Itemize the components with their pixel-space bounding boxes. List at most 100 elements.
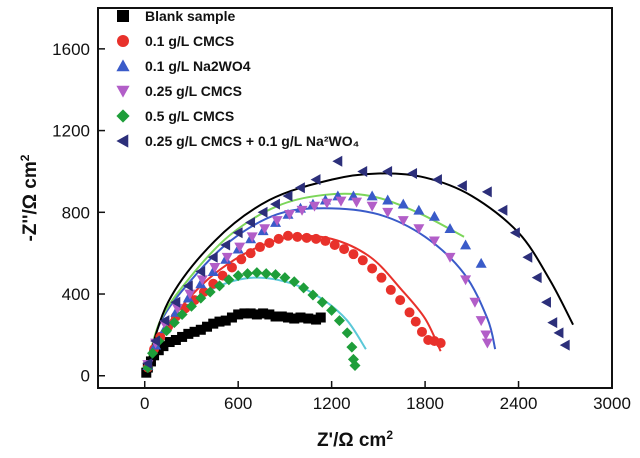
data-point xyxy=(475,257,487,268)
x-tick-label: 0 xyxy=(140,394,149,413)
data-point xyxy=(294,182,305,194)
data-point xyxy=(351,197,363,208)
data-point xyxy=(309,201,321,212)
data-point xyxy=(307,289,319,301)
data-point xyxy=(292,231,303,242)
legend-item: 0.5 g/L CMCS xyxy=(116,108,234,124)
data-point xyxy=(410,316,421,327)
data-point xyxy=(553,327,564,339)
legend-label: 0.1 g/L Na2WO4 xyxy=(145,58,251,74)
series-6-markers xyxy=(142,155,570,369)
data-point xyxy=(311,233,322,244)
data-point xyxy=(333,315,345,327)
data-point xyxy=(480,330,492,341)
legend-item: 0.1 g/L Na2WO4 xyxy=(116,58,251,74)
data-point xyxy=(397,216,409,226)
data-point xyxy=(481,186,492,198)
legend-label: 0.5 g/L CMCS xyxy=(145,108,234,124)
data-point xyxy=(435,338,446,349)
plot-frame xyxy=(97,7,613,389)
data-point xyxy=(189,326,200,337)
data-point xyxy=(236,254,247,265)
data-point xyxy=(264,309,275,320)
data-point xyxy=(159,315,170,327)
data-point xyxy=(226,312,237,323)
data-point xyxy=(147,347,159,359)
series-6-fit-line xyxy=(143,172,574,377)
data-point xyxy=(315,312,326,323)
data-point xyxy=(289,313,300,324)
data-point xyxy=(395,295,406,306)
data-point xyxy=(164,337,175,348)
data-point xyxy=(251,309,262,320)
data-point xyxy=(195,278,207,289)
x-axis-title: Z'/Ω cm2 xyxy=(317,428,393,451)
legend: Blank sample 0.1 g/L CMCS 0.1 g/L Na2WO4 0.… xyxy=(116,8,359,149)
data-point xyxy=(357,255,368,266)
data-point xyxy=(233,309,244,320)
data-point xyxy=(260,268,272,280)
data-point xyxy=(242,268,254,280)
data-point xyxy=(245,308,256,319)
y-tick-label: 800 xyxy=(62,203,90,222)
data-point xyxy=(296,205,308,216)
legend-marker xyxy=(117,10,129,22)
data-point xyxy=(547,317,558,329)
data-point xyxy=(332,155,343,167)
data-point xyxy=(223,274,235,286)
data-point xyxy=(316,296,328,308)
data-point xyxy=(195,324,206,335)
data-markers-layer xyxy=(141,155,570,378)
data-point xyxy=(346,341,358,353)
data-point xyxy=(413,204,425,215)
data-point xyxy=(208,318,219,329)
data-point xyxy=(279,272,291,284)
data-point xyxy=(310,174,321,186)
data-point xyxy=(348,249,359,260)
y-axis-title: -Z''/Ω cm2 xyxy=(18,154,41,241)
x-tick-label: 2400 xyxy=(500,394,538,413)
legend-marker xyxy=(116,85,130,98)
data-point xyxy=(509,227,520,239)
data-point xyxy=(460,239,472,250)
data-point xyxy=(282,190,293,202)
legend-label: Blank sample xyxy=(145,8,235,24)
data-point xyxy=(366,201,378,212)
data-point xyxy=(184,289,196,300)
data-point xyxy=(444,252,456,263)
legend-marker xyxy=(117,35,129,47)
data-point xyxy=(382,165,393,177)
y-tick-label: 1200 xyxy=(52,122,90,141)
y-axis-title-superscript: 2 xyxy=(18,154,32,161)
data-point xyxy=(283,230,294,241)
data-point xyxy=(270,311,281,322)
legend-item: 0.25 g/L CMCS xyxy=(116,83,242,99)
x-axis-title-main: Z'/Ω cm xyxy=(317,430,386,451)
data-point xyxy=(444,223,456,234)
data-point xyxy=(258,308,269,319)
data-point xyxy=(335,196,347,207)
data-point xyxy=(341,327,353,339)
data-point xyxy=(239,308,250,319)
data-point xyxy=(234,242,246,253)
data-point xyxy=(522,251,533,263)
data-point xyxy=(251,267,263,279)
data-point xyxy=(273,233,284,244)
data-point xyxy=(382,207,394,218)
data-point xyxy=(245,217,256,229)
data-point xyxy=(195,292,207,304)
data-point xyxy=(456,180,467,192)
data-point xyxy=(220,239,231,251)
data-point xyxy=(177,331,188,342)
data-point xyxy=(220,315,231,326)
data-point xyxy=(481,338,493,349)
data-point xyxy=(303,313,314,324)
data-point xyxy=(168,317,180,329)
data-point xyxy=(196,275,208,286)
x-axis-title-superscript: 2 xyxy=(386,428,393,442)
data-point xyxy=(270,269,282,281)
legend-item: 0.25 g/L CMCS + 0.1 g/L Na²WO₄ xyxy=(116,133,359,149)
data-point xyxy=(301,232,312,243)
x-tick-label: 600 xyxy=(224,394,252,413)
